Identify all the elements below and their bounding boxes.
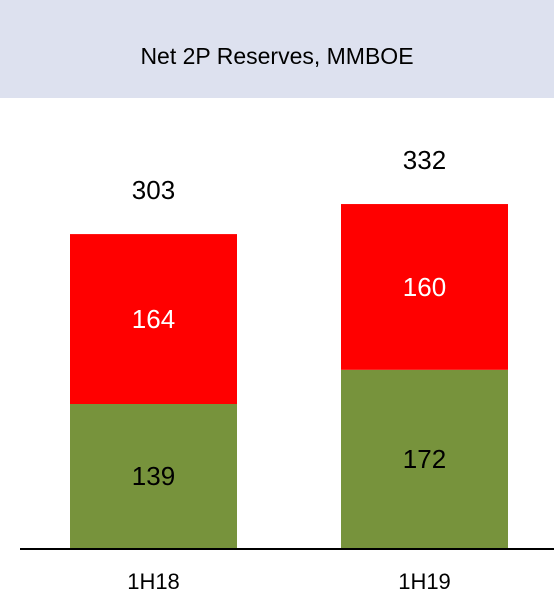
- x-tick-label: 1H18: [127, 569, 180, 594]
- bar-segment: [70, 234, 237, 404]
- chart-title: Net 2P Reserves, MMBOE: [140, 43, 413, 69]
- bar-segment: [341, 369, 508, 548]
- segment-label: 172: [403, 444, 446, 474]
- title-box: [0, 0, 554, 98]
- segment-label: 139: [132, 461, 175, 491]
- x-tick-label: 1H19: [398, 569, 451, 594]
- total-label: 332: [403, 145, 446, 175]
- segment-label: 164: [132, 304, 175, 334]
- segment-label: 160: [403, 272, 446, 302]
- bar-segment: [70, 403, 237, 548]
- bar-segment: [341, 204, 508, 370]
- total-label: 303: [132, 175, 175, 205]
